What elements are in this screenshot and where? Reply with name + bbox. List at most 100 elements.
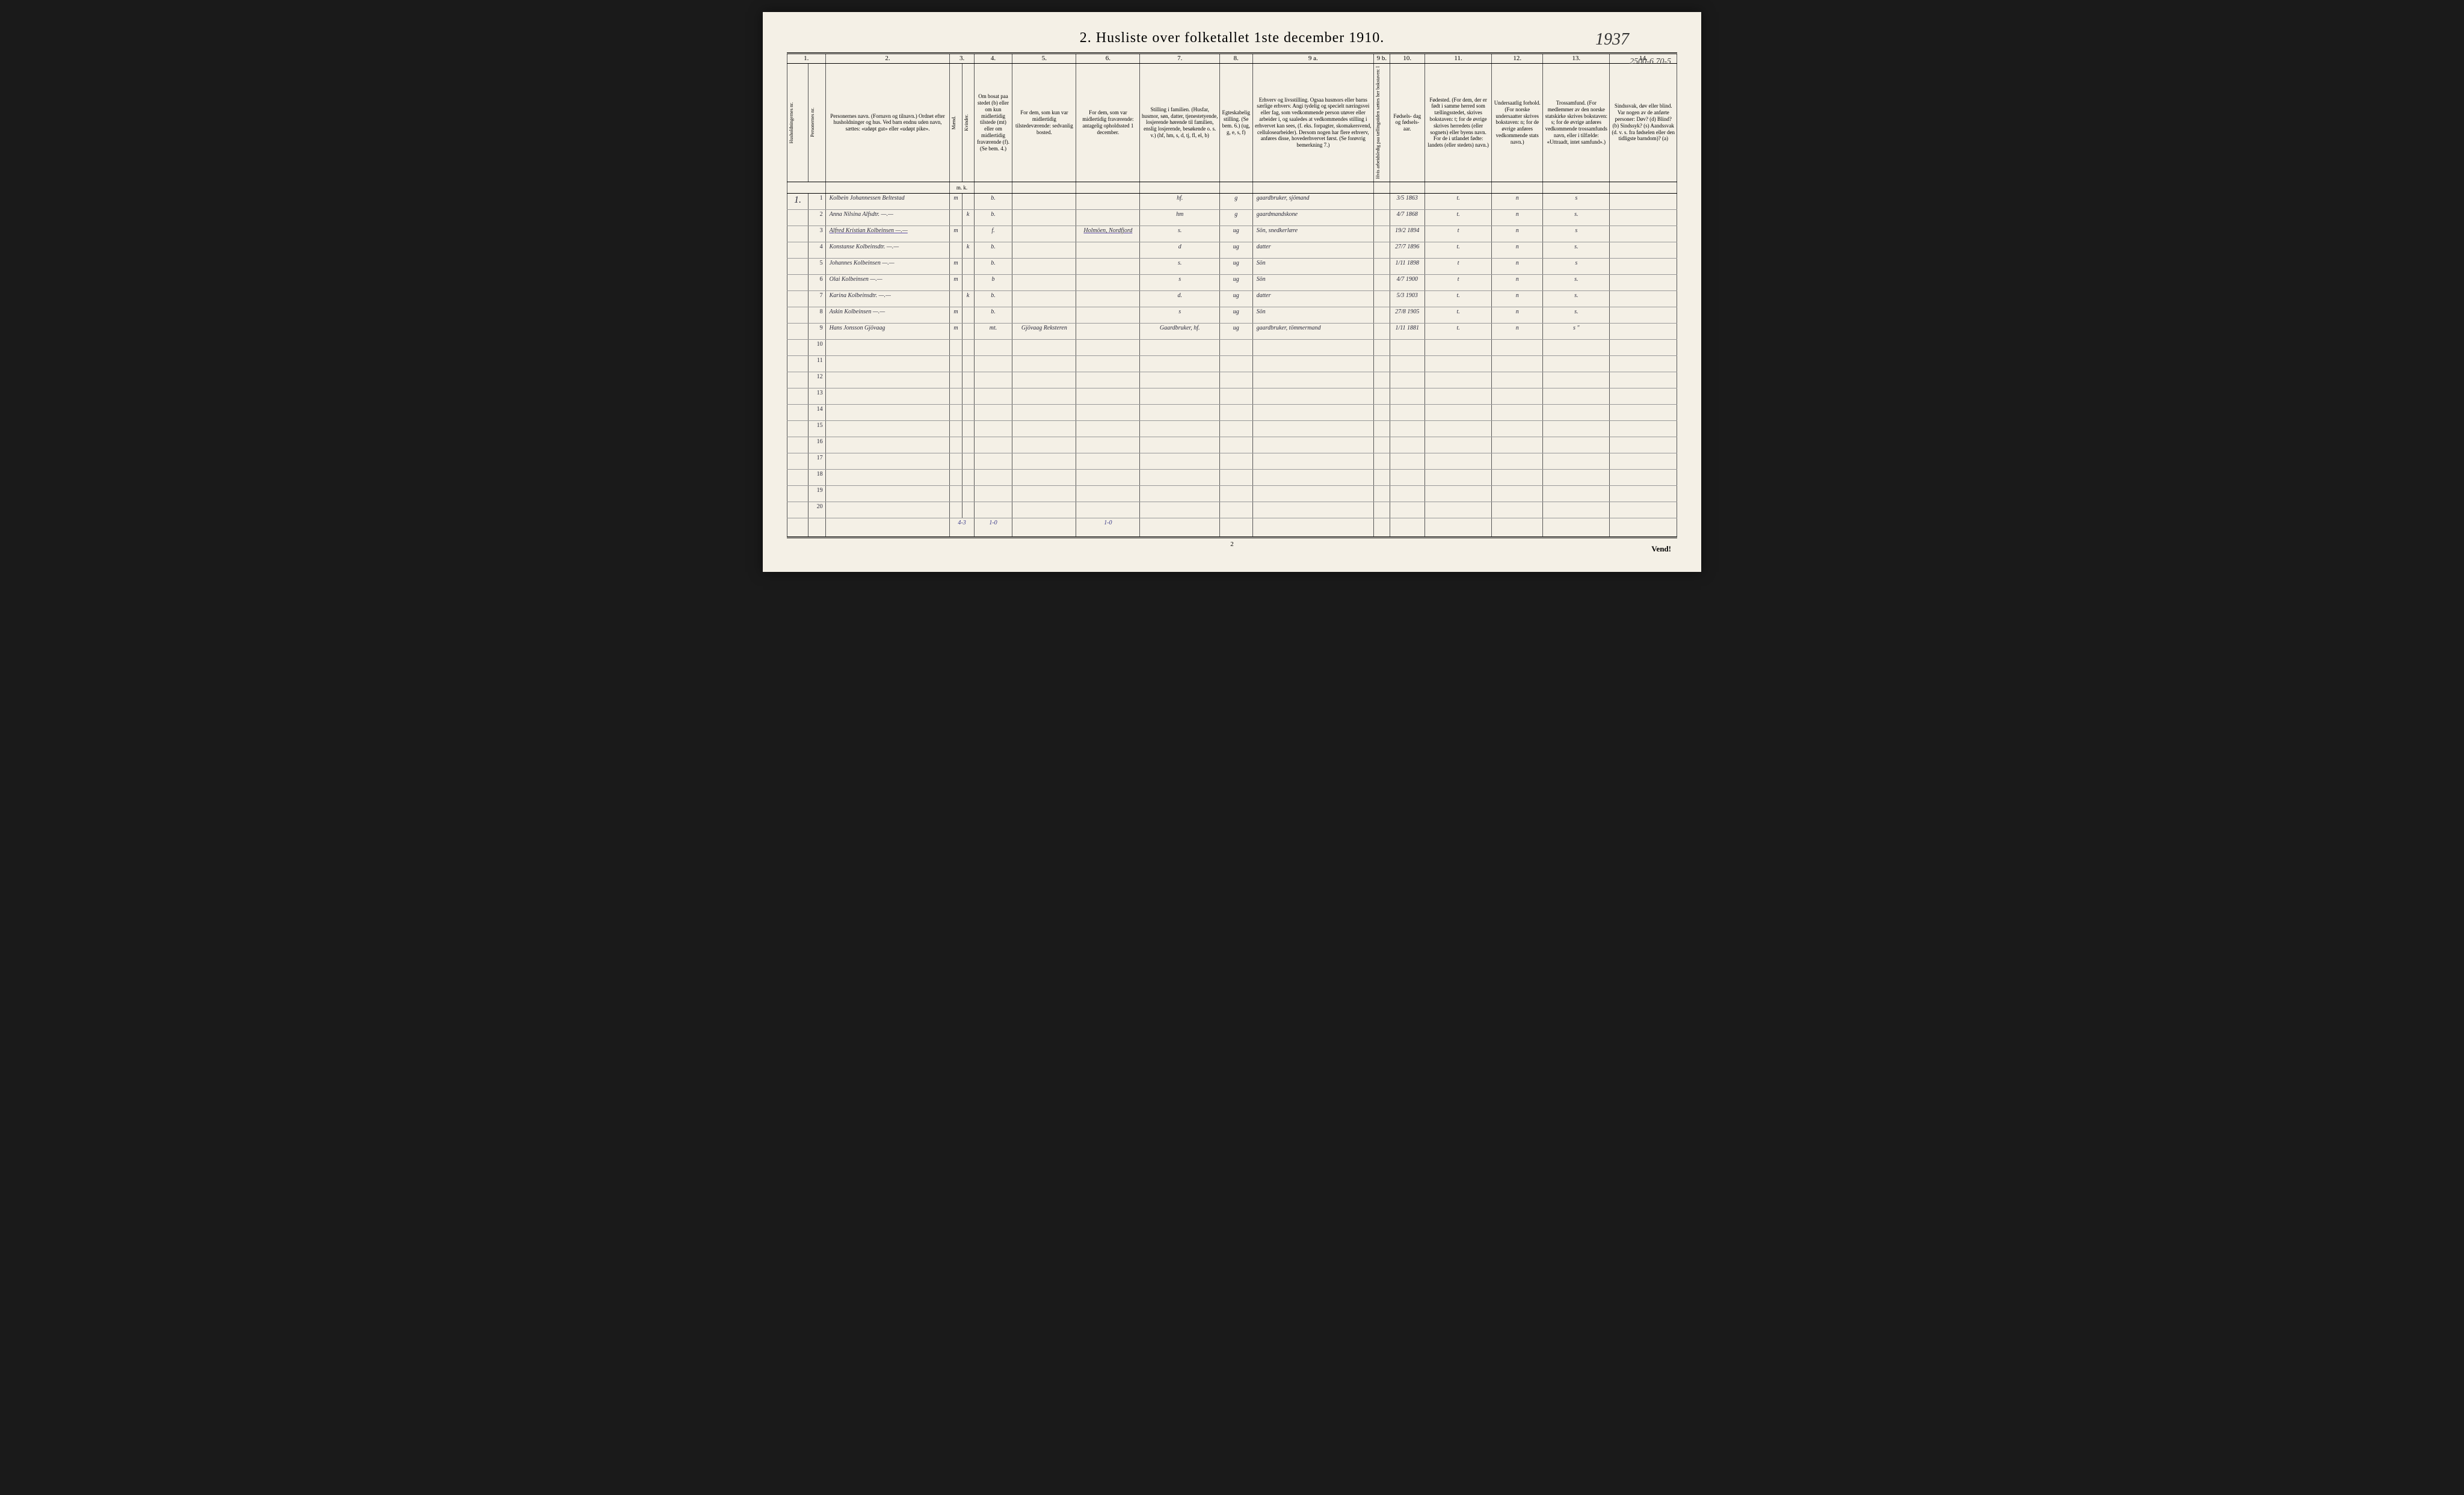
cell-household [787, 259, 808, 275]
hdr-kjon-k: Kvinder. [962, 64, 974, 182]
cell-name [825, 388, 950, 405]
cell-c9b [1374, 437, 1390, 453]
cell-c8 [1219, 356, 1252, 372]
cell-c8: ug [1219, 226, 1252, 242]
cell-bosat: f. [974, 226, 1012, 242]
cell-person-nr: 2 [808, 210, 825, 226]
cell-c11 [1424, 437, 1491, 453]
table-row: 14 [787, 405, 1677, 421]
cell-k: k [962, 242, 974, 259]
cell-household [787, 226, 808, 242]
cell-m: m [950, 307, 962, 324]
cell-c12 [1492, 405, 1543, 421]
cell-c9b [1374, 340, 1390, 356]
cell-m [950, 356, 962, 372]
cell-c14 [1610, 470, 1677, 486]
cell-c10 [1390, 405, 1424, 421]
cell-name: Olai Kolbeinsen —.— [825, 275, 950, 291]
cell-c10 [1390, 437, 1424, 453]
cell-c14 [1610, 453, 1677, 470]
cell-m: m [950, 324, 962, 340]
cell-c7: d [1140, 242, 1220, 259]
cell-c6 [1076, 453, 1140, 470]
cell-c12: n [1492, 324, 1543, 340]
cell-bosat: b. [974, 307, 1012, 324]
cell-c5 [1012, 372, 1076, 388]
cell-c6 [1076, 502, 1140, 518]
cell-c6 [1076, 486, 1140, 502]
cell-c14 [1610, 324, 1677, 340]
census-table: 1. 2. 3. 4. 5. 6. 7. 8. 9 a. 9 b. 10. 11… [787, 52, 1677, 538]
table-row: 5Johannes Kolbeinsen —.—mb.s.ugSön1/11 1… [787, 259, 1677, 275]
cell-c5 [1012, 405, 1076, 421]
cell-c12 [1492, 372, 1543, 388]
cell-c11 [1424, 486, 1491, 502]
cell-person-nr: 16 [808, 437, 825, 453]
cell-k [962, 437, 974, 453]
cell-c7 [1140, 356, 1220, 372]
cell-c5 [1012, 453, 1076, 470]
cell-person-nr: 17 [808, 453, 825, 470]
cell-c6 [1076, 324, 1140, 340]
cell-c9 [1252, 453, 1374, 470]
cell-person-nr: 1 [808, 194, 825, 210]
hdr-name: Personernes navn. (Fornavn og tilnavn.) … [825, 64, 950, 182]
cell-c12: n [1492, 194, 1543, 210]
cell-c8: ug [1219, 275, 1252, 291]
census-body: 1.1Kolbein Johannessen Beltestadmb.hf.gg… [787, 194, 1677, 538]
hdr-sub-11 [1424, 182, 1491, 194]
cell-bosat [974, 486, 1012, 502]
hdr-col8: Egteskabelig stilling. (Se bem. 6.) (ug,… [1219, 64, 1252, 182]
cell-household [787, 437, 808, 453]
table-row: 3Alfred Kristian Kolbeinsen —.—mf.Holmöe… [787, 226, 1677, 242]
cell-c12: n [1492, 275, 1543, 291]
cell-household [787, 210, 808, 226]
hdr-sub-4 [974, 182, 1012, 194]
cell-bosat [974, 502, 1012, 518]
cell-c13: s. [1543, 210, 1610, 226]
cell-person-nr: 15 [808, 421, 825, 437]
cell-c7 [1140, 453, 1220, 470]
hdr-sub-13 [1543, 182, 1610, 194]
cell-m [950, 437, 962, 453]
cell-c10 [1390, 340, 1424, 356]
cell-c7: hf. [1140, 194, 1220, 210]
cell-c9b [1374, 210, 1390, 226]
cell-name: Konstanse Kolbeinsdtr. —.— [825, 242, 950, 259]
cell-c9b [1374, 356, 1390, 372]
cell-c6 [1076, 291, 1140, 307]
cell-household [787, 242, 808, 259]
hdr-sub-8 [1219, 182, 1252, 194]
cell-c9: Sön [1252, 275, 1374, 291]
cell-k [962, 372, 974, 388]
cell-c11: t. [1424, 194, 1491, 210]
column-number-row: 1. 2. 3. 4. 5. 6. 7. 8. 9 a. 9 b. 10. 11… [787, 54, 1677, 64]
cell-c14 [1610, 291, 1677, 307]
cell-name: Askin Kolbeinsen —.— [825, 307, 950, 324]
cell-c10 [1390, 502, 1424, 518]
cell-c7 [1140, 502, 1220, 518]
table-row: 17 [787, 453, 1677, 470]
cell-c6 [1076, 210, 1140, 226]
cell-c12 [1492, 421, 1543, 437]
page-number: 2 [787, 541, 1677, 548]
colnum-10: 10. [1390, 54, 1424, 64]
cell-k [962, 275, 974, 291]
cell-c6 [1076, 437, 1140, 453]
table-row: 15 [787, 421, 1677, 437]
cell-name: Karina Kolbeinsdtr. —.— [825, 291, 950, 307]
cell-c12 [1492, 437, 1543, 453]
cell-k [962, 421, 974, 437]
cell-household [787, 291, 808, 307]
cell-c5 [1012, 388, 1076, 405]
cell-m: m [950, 194, 962, 210]
cell-c9: gaardmandskone [1252, 210, 1374, 226]
cell-c8 [1219, 421, 1252, 437]
cell-c10: 27/7 1896 [1390, 242, 1424, 259]
cell-c6 [1076, 372, 1140, 388]
cell-c13 [1543, 356, 1610, 372]
hdr-col11: Fødested. (For dem, der er født i samme … [1424, 64, 1491, 182]
cell-person-nr: 19 [808, 486, 825, 502]
cell-name: Anna Nilsina Alfsdtr. —.— [825, 210, 950, 226]
hdr-sub-6 [1076, 182, 1140, 194]
